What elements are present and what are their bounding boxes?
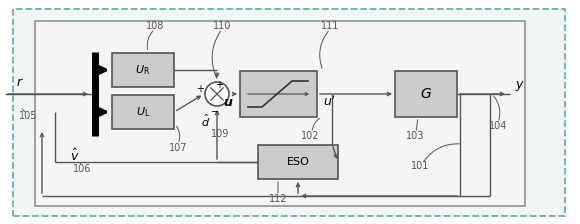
Text: 102: 102	[301, 131, 319, 141]
Bar	[395, 71, 457, 117]
Text: 110: 110	[213, 21, 231, 31]
Text: $\boldsymbol{u}$: $\boldsymbol{u}$	[223, 95, 233, 108]
Text: $\hat{d}$: $\hat{d}$	[201, 113, 211, 129]
Text: 111: 111	[321, 21, 339, 31]
Text: ESO: ESO	[287, 157, 310, 167]
Text: $G$: $G$	[420, 87, 432, 101]
Text: $y$: $y$	[515, 79, 525, 93]
Text: $U_{\rm L}$: $U_{\rm L}$	[136, 105, 150, 119]
Text: 108: 108	[146, 21, 164, 31]
Bar	[35, 21, 525, 206]
Text: +: +	[215, 80, 223, 90]
Text: +: +	[196, 84, 204, 94]
Text: $U_{\rm R}$: $U_{\rm R}$	[135, 63, 151, 77]
Text: 101: 101	[411, 161, 429, 171]
Text: $-$: $-$	[211, 105, 220, 115]
Circle shape	[205, 82, 229, 106]
Text: 106: 106	[73, 164, 91, 174]
Text: $\hat{v}$: $\hat{v}$	[70, 148, 80, 164]
Bar	[240, 71, 317, 117]
Bar	[112, 95, 174, 129]
Text: 112: 112	[269, 194, 287, 204]
Text: 109: 109	[211, 129, 229, 139]
Text: 107: 107	[169, 143, 187, 153]
Text: 104: 104	[489, 121, 507, 131]
Text: $\boldsymbol{u'}$: $\boldsymbol{u'}$	[322, 95, 335, 109]
Bar	[112, 53, 174, 87]
Text: $r$: $r$	[16, 75, 24, 88]
Text: 103: 103	[406, 131, 424, 141]
Bar	[258, 145, 338, 179]
Text: 105: 105	[19, 111, 37, 121]
